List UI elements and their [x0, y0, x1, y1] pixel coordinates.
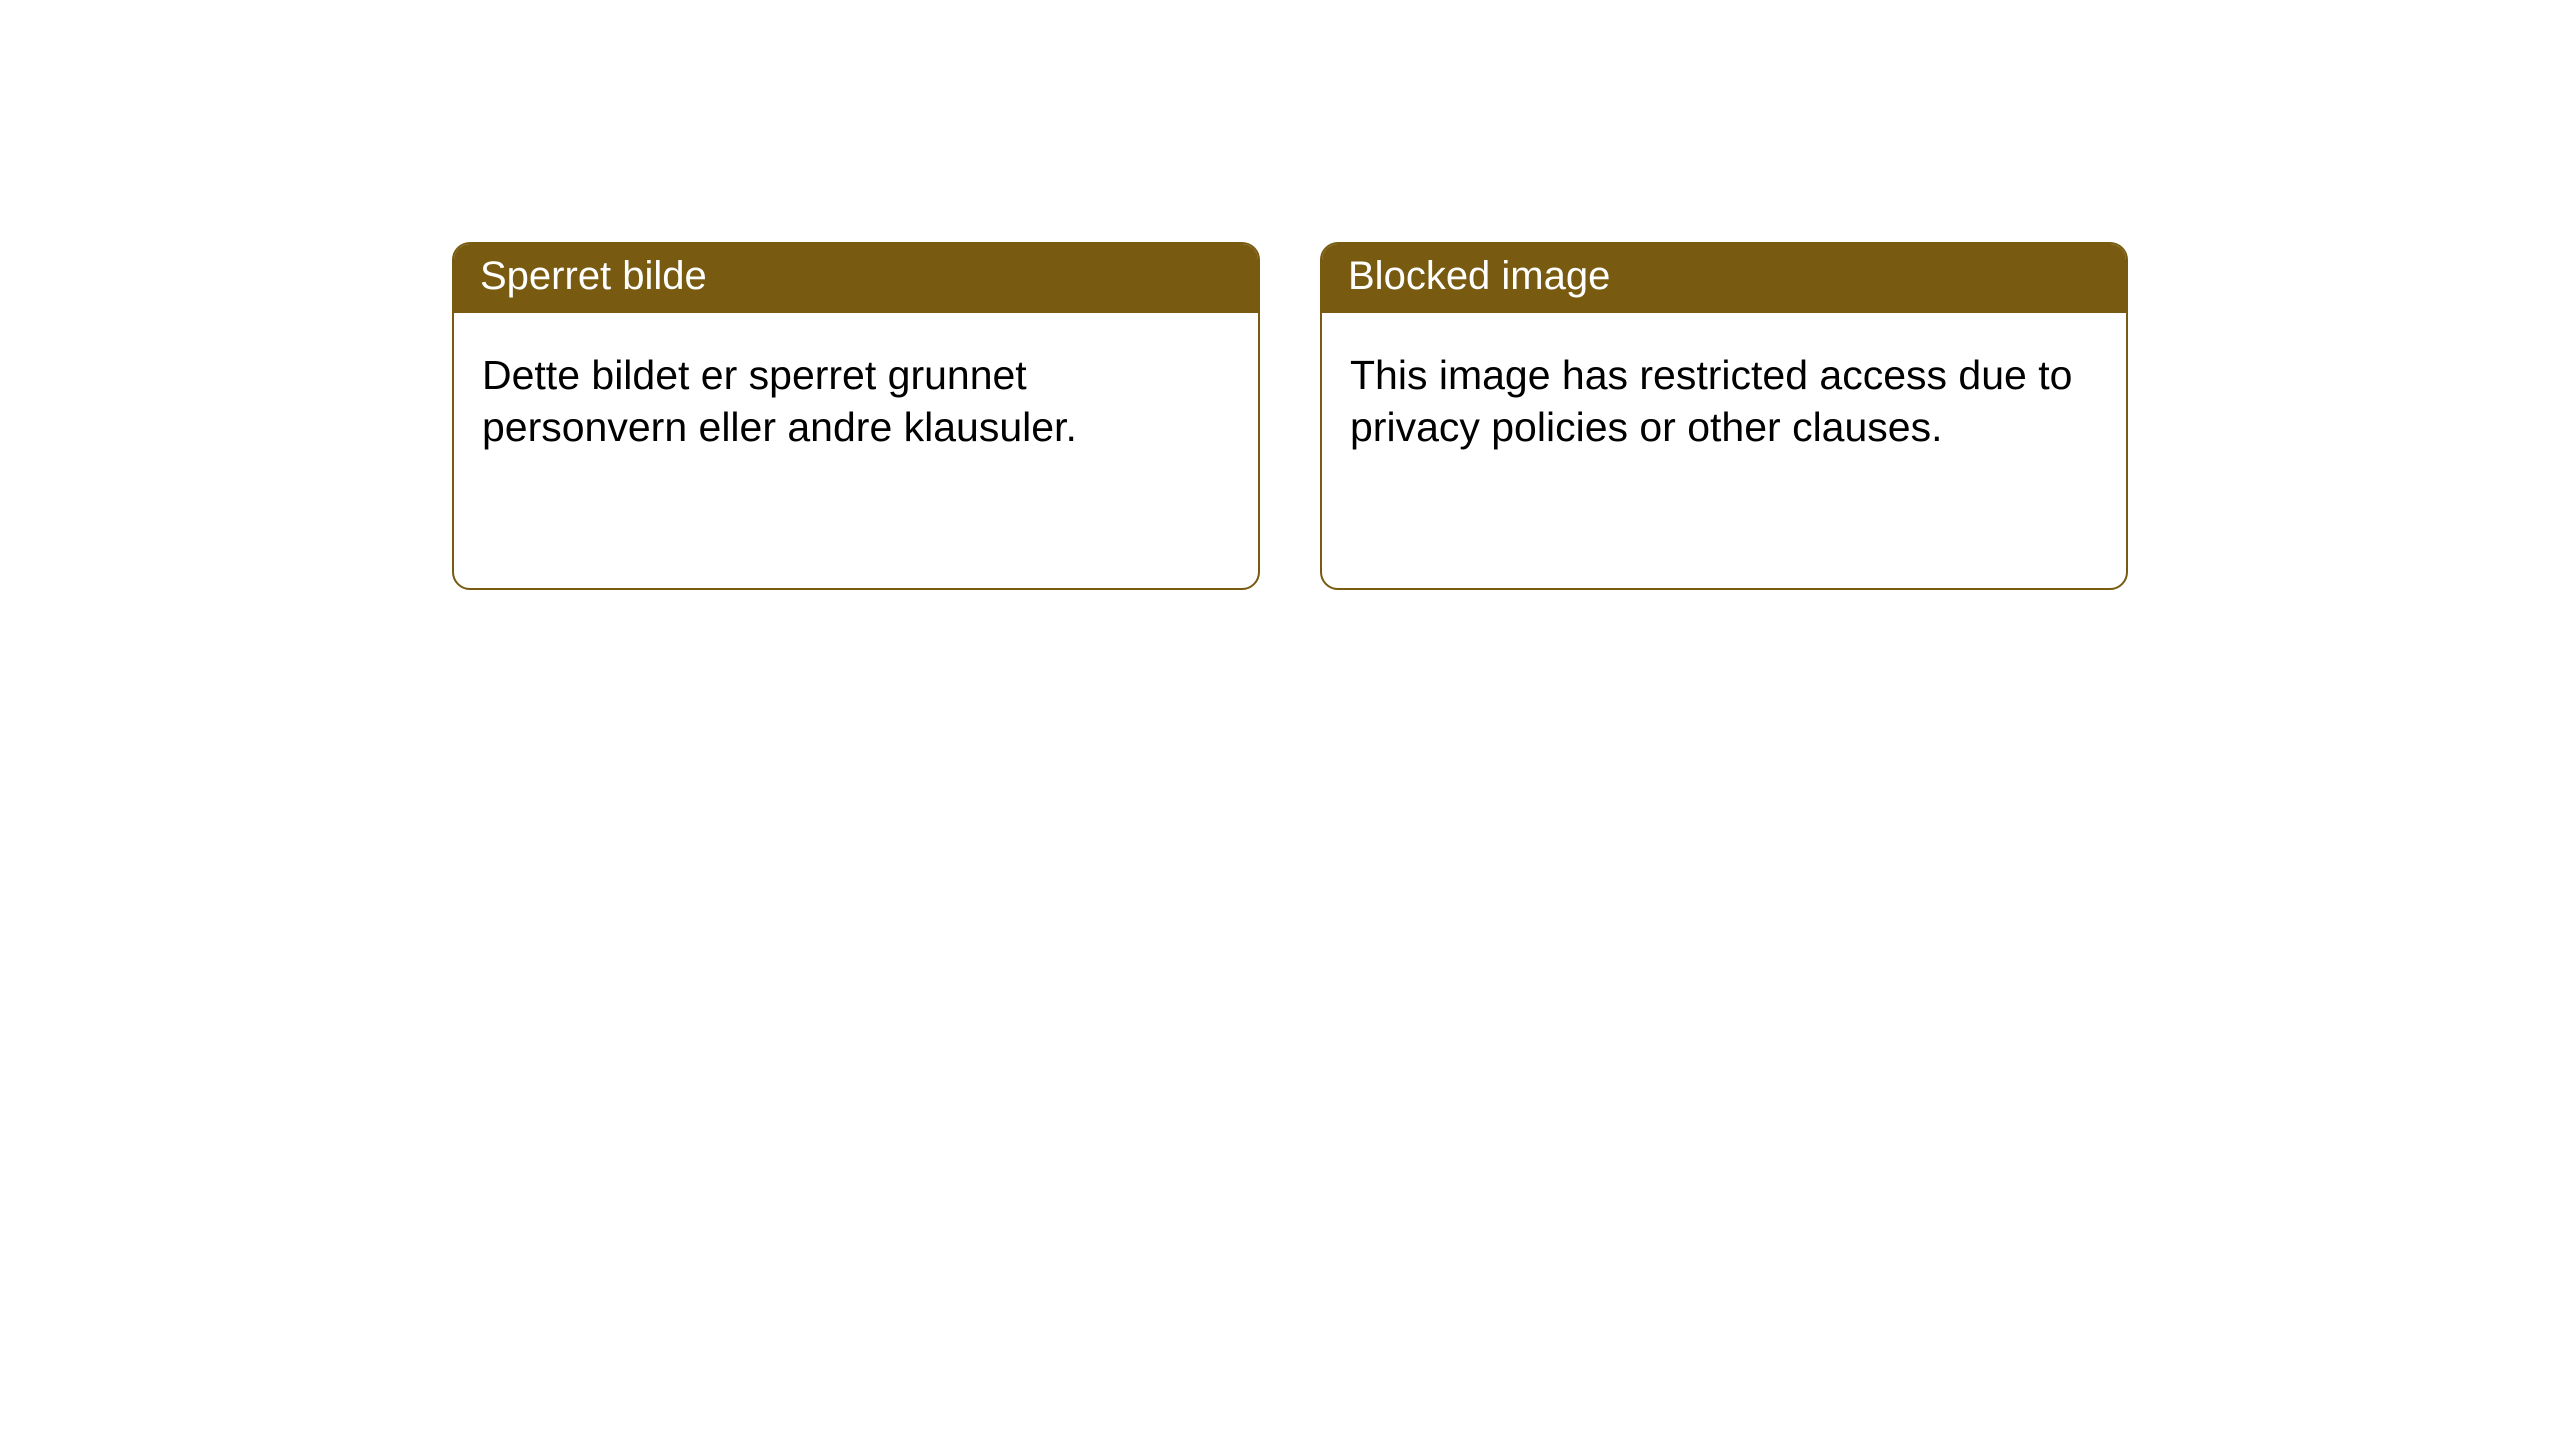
- notice-card-no: Sperret bilde Dette bildet er sperret gr…: [452, 242, 1260, 590]
- notice-card-title-no: Sperret bilde: [454, 244, 1258, 313]
- notice-card-title-en: Blocked image: [1322, 244, 2126, 313]
- notice-card-body-en: This image has restricted access due to …: [1322, 313, 2126, 588]
- notice-card-en: Blocked image This image has restricted …: [1320, 242, 2128, 590]
- notice-card-body-no: Dette bildet er sperret grunnet personve…: [454, 313, 1258, 588]
- notice-cards-container: Sperret bilde Dette bildet er sperret gr…: [0, 0, 2560, 590]
